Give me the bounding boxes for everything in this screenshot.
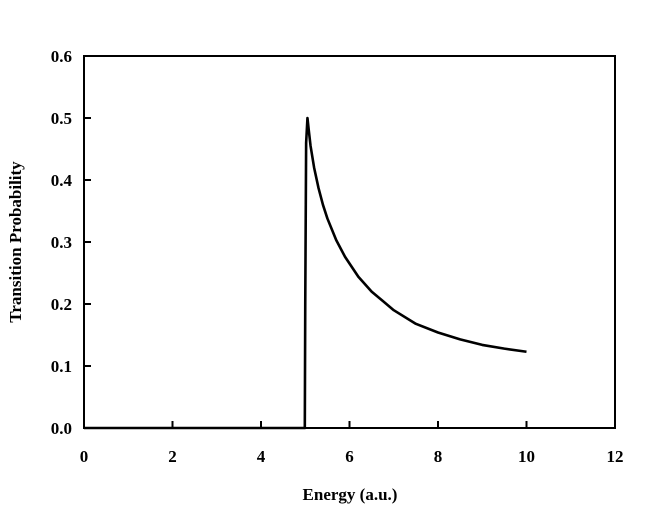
x-tick-label: 12 <box>607 447 624 466</box>
y-tick-label: 0.5 <box>51 109 72 128</box>
x-tick-label: 6 <box>345 447 354 466</box>
x-tick-label: 2 <box>168 447 177 466</box>
x-tick-label: 0 <box>80 447 89 466</box>
series-line <box>84 116 527 430</box>
x-tick-label: 8 <box>434 447 443 466</box>
y-tick-label: 0.0 <box>51 419 72 438</box>
plot-area-frame <box>83 55 616 429</box>
y-tick-label: 0.3 <box>51 233 72 252</box>
y-tick-label: 0.1 <box>51 357 72 376</box>
x-axis-label: Energy (a.u.) <box>303 485 398 504</box>
y-tick-label: 0.4 <box>51 171 73 190</box>
y-tick-label: 0.2 <box>51 295 72 314</box>
y-axis-ticks: 0.0 0.1 0.2 0.3 0.4 0.5 0.6 <box>51 47 91 438</box>
x-tick-label: 10 <box>518 447 535 466</box>
y-tick-label: 0.6 <box>51 47 72 66</box>
x-tick-label: 4 <box>257 447 266 466</box>
y-axis-label: Transition Probability <box>6 161 25 323</box>
x-axis-ticks: 0 2 4 6 8 10 12 <box>80 421 624 466</box>
